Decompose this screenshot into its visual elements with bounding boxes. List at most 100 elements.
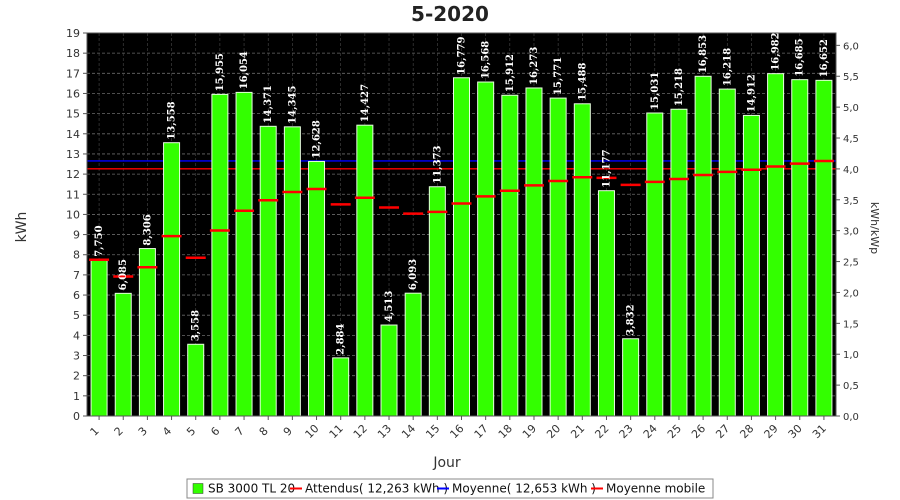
y2-tick-label: 0,5 [843,381,859,392]
x-tick-label: 14 [399,422,418,441]
x-tick-label: 8 [257,424,271,438]
data-label: 12,628 [312,120,323,158]
x-tick-label: 1 [88,424,102,438]
legend-label: Moyenne mobile [606,482,705,496]
legend: SB 3000 TL 20 Attendus( 12,263 kWh ) Moyen… [186,478,714,499]
x-tick-label: 10 [303,422,322,441]
bar [573,103,591,417]
bar [138,248,156,417]
data-label: 15,955 [215,53,226,91]
bar [477,81,495,417]
bar [283,126,301,417]
legend-swatch [192,483,204,494]
bar [90,259,108,417]
y2-tick-label: 4,5 [843,134,859,145]
data-label: 16,273 [529,47,540,85]
x-tick-label: 31 [810,422,829,441]
y2-tick-label: 0,0 [843,412,859,423]
bar [211,93,229,417]
y2-tick-label: 3,5 [843,196,859,207]
x-axis-label: Jour [432,455,461,471]
plot-area: 0123456789101112131415161718190,00,51,01… [66,27,859,441]
data-label: 8,306 [142,214,153,245]
y-tick-label: 2 [73,370,80,383]
data-label: 13,558 [167,101,178,139]
bar [718,88,736,417]
chart-title: 5-2020 [411,2,489,26]
y2-tick-label: 2,5 [843,258,859,269]
legend-box [186,478,714,499]
x-tick-label: 20 [544,422,563,441]
bar [791,79,809,417]
bar [332,357,350,417]
legend-label: SB 3000 TL 20 [208,482,295,496]
bar [187,343,205,417]
bar [525,87,543,417]
x-tick-label: 24 [641,422,660,441]
x-tick-label: 26 [689,422,708,441]
legend-label: Moyenne( 12,653 kWh ) [452,482,596,496]
legend-label: Attendus( 12,263 kWh ) [305,482,448,496]
data-label: 11,177 [601,149,612,187]
y-tick-label: 14 [66,128,80,141]
x-tick-label: 7 [233,424,247,438]
x-tick-label: 23 [617,422,636,441]
x-tick-label: 13 [375,422,394,441]
x-tick-label: 25 [665,422,684,441]
y2-tick-label: 3,0 [843,227,859,238]
y-tick-label: 10 [66,208,80,221]
bar [453,77,470,417]
bar [622,338,640,417]
y2-tick-label: 2,0 [843,288,859,299]
data-label: 6,093 [408,259,419,290]
data-label: 16,853 [698,35,709,73]
x-tick-label: 27 [713,422,732,441]
x-tick-label: 21 [568,422,587,441]
y2-tick-label: 4,0 [843,165,859,176]
bar [428,186,446,417]
bar [767,73,785,417]
bar [646,112,664,417]
y2-tick-label: 1,0 [843,350,859,361]
data-label: 14,371 [263,85,274,123]
data-label: 15,218 [674,68,685,106]
bar [694,75,712,417]
x-tick-label: 29 [762,422,781,441]
y-tick-label: 5 [73,309,80,322]
bar [380,324,398,417]
data-label: 16,685 [795,38,806,76]
bar [235,91,253,417]
data-label: 16,779 [457,36,468,74]
x-tick-label: 9 [281,424,295,438]
bar [549,97,567,417]
y2-axis-label: kWh/kWp [868,202,881,254]
data-label: 16,652 [819,39,830,77]
x-tick-label: 11 [327,422,346,441]
y-tick-label: 18 [66,47,80,60]
y-tick-label: 8 [73,249,80,262]
x-tick-label: 28 [737,422,756,441]
bar [404,292,422,417]
bar [501,94,519,417]
y-axis-label: kWh [14,212,30,243]
y-tick-label: 3 [73,350,80,363]
y-tick-label: 16 [66,87,80,100]
x-tick-label: 18 [496,422,515,441]
y-tick-label: 19 [66,27,80,40]
x-tick-label: 30 [786,422,805,441]
plot-frame [86,32,837,417]
x-tick-label: 15 [423,422,442,441]
data-label: 16,982 [771,32,782,70]
bar [163,142,181,417]
bar [356,124,374,417]
x-tick-label: 5 [184,424,198,438]
bar [670,108,688,417]
data-label: 16,218 [722,48,733,86]
y2-tick-label: 1,5 [843,319,859,330]
data-label: 11,373 [432,145,443,183]
bar [815,79,833,417]
y-tick-label: 4 [73,329,80,342]
x-tick-label: 2 [112,424,126,438]
data-label: 3,558 [191,310,202,341]
